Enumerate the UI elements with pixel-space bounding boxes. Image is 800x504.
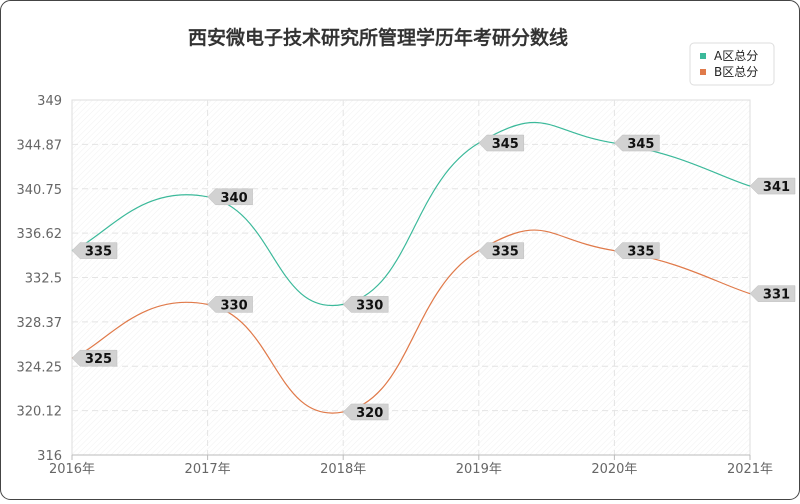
data-label-bg [342, 296, 389, 313]
legend: A区总分 B区总分 [689, 42, 775, 86]
data-label: 345 [614, 134, 660, 152]
data-label-bg [342, 403, 389, 421]
axes: 316 320.12 324.25 328.37 332.5 336.62 340.75 34… [17, 94, 774, 477]
data-label-text: 335 [492, 245, 519, 260]
x-tick-label: 2016年 [49, 462, 95, 477]
data-label: 325 [71, 349, 118, 367]
y-tick-label: 336.62 [17, 227, 63, 242]
data-label: 330 [342, 296, 389, 313]
data-label-text: 341 [763, 180, 790, 195]
data-label: 331 [749, 285, 796, 303]
data-label-bg [71, 349, 118, 367]
y-tick-label: 316 [37, 449, 62, 464]
data-label-text: 335 [85, 245, 112, 260]
legend-swatch [700, 53, 706, 59]
x-tick-label: 2019年 [456, 462, 502, 477]
data-label-text: 345 [492, 137, 519, 152]
data-label-text: 330 [221, 298, 248, 313]
data-labels: 335 340 330 345 345 341 325 330 320 335 335 331 [71, 134, 796, 421]
data-label-bg [614, 242, 660, 259]
y-tick-label: 328.37 [17, 316, 63, 331]
data-label-text: 330 [356, 298, 383, 313]
data-label-bg [207, 296, 253, 313]
data-label-text: 331 [763, 288, 790, 303]
data-label: 340 [207, 188, 253, 206]
data-label-bg [749, 177, 796, 195]
y-tick-label: 344.87 [17, 138, 63, 153]
data-label-text: 325 [85, 352, 112, 367]
legend-label: A区总分 [714, 49, 758, 63]
data-label: 341 [749, 177, 796, 195]
data-label: 345 [478, 134, 525, 152]
legend-box [689, 42, 775, 86]
legend-swatch [700, 69, 706, 75]
data-label-bg [614, 134, 660, 152]
data-label: 335 [614, 242, 660, 260]
data-label-bg [207, 188, 253, 206]
data-label-text: 320 [356, 406, 383, 421]
y-tick-label: 349 [37, 94, 62, 109]
data-label-bg [71, 242, 118, 259]
data-label-text: 340 [221, 191, 248, 206]
x-tick-label: 2020年 [591, 462, 637, 477]
x-tick-label: 2018年 [320, 462, 366, 477]
y-tick-label: 332.5 [25, 272, 62, 287]
x-tick-label: 2017年 [185, 462, 231, 477]
y-tick-label: 340.75 [17, 183, 63, 198]
legend-label: B区总分 [714, 65, 758, 79]
x-tick-label: 2021年 [727, 462, 773, 477]
data-label-bg [478, 242, 525, 259]
data-label-text: 345 [627, 137, 654, 152]
data-label-bg [749, 285, 796, 302]
chart-title: 西安微电子技术研究所管理学历年考研分数线 [188, 26, 568, 49]
data-label-text: 335 [627, 245, 654, 260]
data-label-bg [478, 134, 525, 152]
data-label: 330 [207, 296, 253, 313]
y-tick-label: 324.25 [17, 360, 63, 375]
data-label: 335 [71, 242, 118, 260]
y-tick-label: 320.12 [17, 405, 63, 420]
data-label: 320 [342, 403, 389, 421]
data-label: 335 [478, 242, 525, 260]
